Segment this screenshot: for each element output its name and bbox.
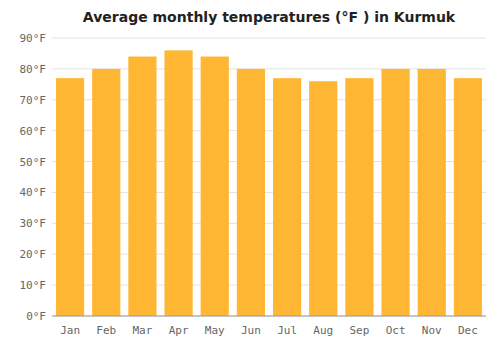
bar <box>273 78 301 316</box>
x-tick-label: Oct <box>386 324 406 337</box>
y-tick-label: 50°F <box>20 156 47 169</box>
y-tick-label: 0°F <box>26 310 46 323</box>
bar <box>56 78 84 316</box>
x-tick-label: Jan <box>60 324 80 337</box>
x-tick-label: Jul <box>277 324 297 337</box>
x-tick-label: Sep <box>349 324 369 337</box>
y-tick-label: 40°F <box>20 186 47 199</box>
chart: Average monthly temperatures (°F ) in Ku… <box>0 0 500 350</box>
y-axis: 0°F 10°F 20°F 30°F 40°F 50°F 60°F 70°F 80°F 90°F <box>20 32 487 323</box>
bar <box>345 78 373 316</box>
y-tick-label: 90°F <box>20 32 47 45</box>
bar <box>237 69 265 316</box>
bars <box>56 50 482 316</box>
x-axis: Jan Feb Mar Apr May Jun Jul Aug Sep Oct Nov Dec <box>60 324 478 337</box>
x-axis-line <box>52 316 486 317</box>
y-tick-label: 20°F <box>20 248 47 261</box>
x-tick-label: Jun <box>241 324 261 337</box>
chart-container: Average monthly temperatures (°F ) in Ku… <box>0 0 500 350</box>
y-tick-label: 30°F <box>20 217 47 230</box>
chart-title: Average monthly temperatures (°F ) in Ku… <box>83 9 456 25</box>
y-tick-label: 60°F <box>20 125 47 138</box>
x-tick-label: Nov <box>422 324 442 337</box>
x-tick-label: Aug <box>313 324 333 337</box>
x-tick-label: Apr <box>169 324 189 337</box>
bar <box>309 81 337 316</box>
bar <box>454 78 482 316</box>
y-tick-label: 80°F <box>20 63 47 76</box>
grid-line <box>52 38 486 39</box>
x-tick-label: Mar <box>132 324 152 337</box>
bar <box>164 50 192 316</box>
x-tick-label: Feb <box>96 324 116 337</box>
y-tick-label: 10°F <box>20 279 47 292</box>
bar <box>201 57 229 316</box>
x-tick-label: May <box>205 324 225 337</box>
bar <box>92 69 120 316</box>
x-tick-label: Dec <box>458 324 478 337</box>
grid-line <box>52 316 486 317</box>
bar <box>381 69 409 316</box>
bar <box>418 69 446 316</box>
bar <box>128 57 156 316</box>
y-tick-label: 70°F <box>20 94 47 107</box>
